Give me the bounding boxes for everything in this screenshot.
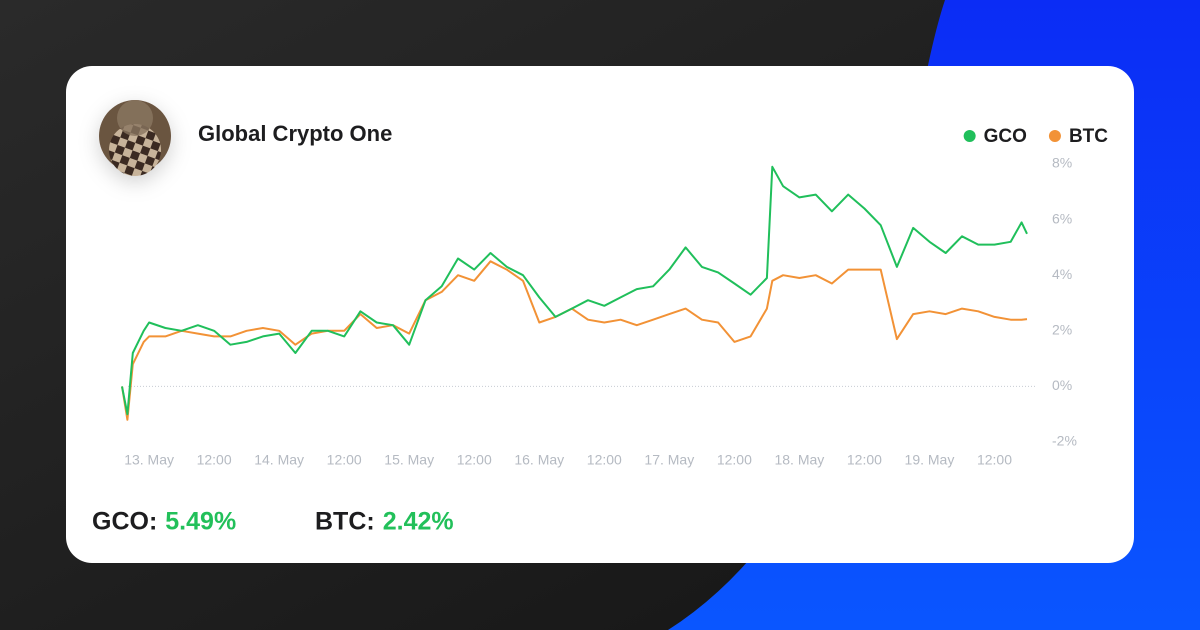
x-tick-label: 17. May <box>644 452 694 468</box>
x-tick-label: 12:00 <box>847 452 882 468</box>
y-tick-label: 4% <box>1052 266 1072 282</box>
x-tick-label: 12:00 <box>327 452 362 468</box>
summary-label: BTC: <box>315 508 375 536</box>
y-tick-label: 8% <box>1052 155 1072 171</box>
card <box>66 66 1134 563</box>
y-tick-label: 0% <box>1052 377 1072 393</box>
series-line <box>121 165 1028 416</box>
y-tick-label: 6% <box>1052 210 1072 226</box>
chart-title: Global Crypto One <box>198 121 392 146</box>
x-tick-label: 14. May <box>254 452 304 468</box>
legend-marker <box>1048 130 1061 142</box>
x-tick-label: 12:00 <box>717 452 752 468</box>
x-tick-label: 12:00 <box>457 452 492 468</box>
summary-value: 2.42% <box>383 508 454 536</box>
legend-label: GCO <box>984 126 1027 147</box>
y-tick-label: -2% <box>1052 433 1077 449</box>
summary-label: GCO: <box>92 508 157 536</box>
x-tick-label: 19. May <box>905 452 955 468</box>
summary-value: 5.49% <box>165 508 236 536</box>
x-tick-label: 12:00 <box>587 452 622 468</box>
legend-label: BTC <box>1069 126 1108 147</box>
x-tick-label: 16. May <box>514 452 564 468</box>
legend-marker <box>963 130 976 142</box>
x-tick-label: 13. May <box>124 452 174 468</box>
x-tick-label: 15. May <box>384 452 434 468</box>
x-tick-label: 18. May <box>774 452 824 468</box>
y-tick-label: 2% <box>1052 322 1072 338</box>
avatar <box>99 100 171 176</box>
x-tick-label: 12:00 <box>977 452 1012 468</box>
x-tick-label: 12:00 <box>197 452 232 468</box>
